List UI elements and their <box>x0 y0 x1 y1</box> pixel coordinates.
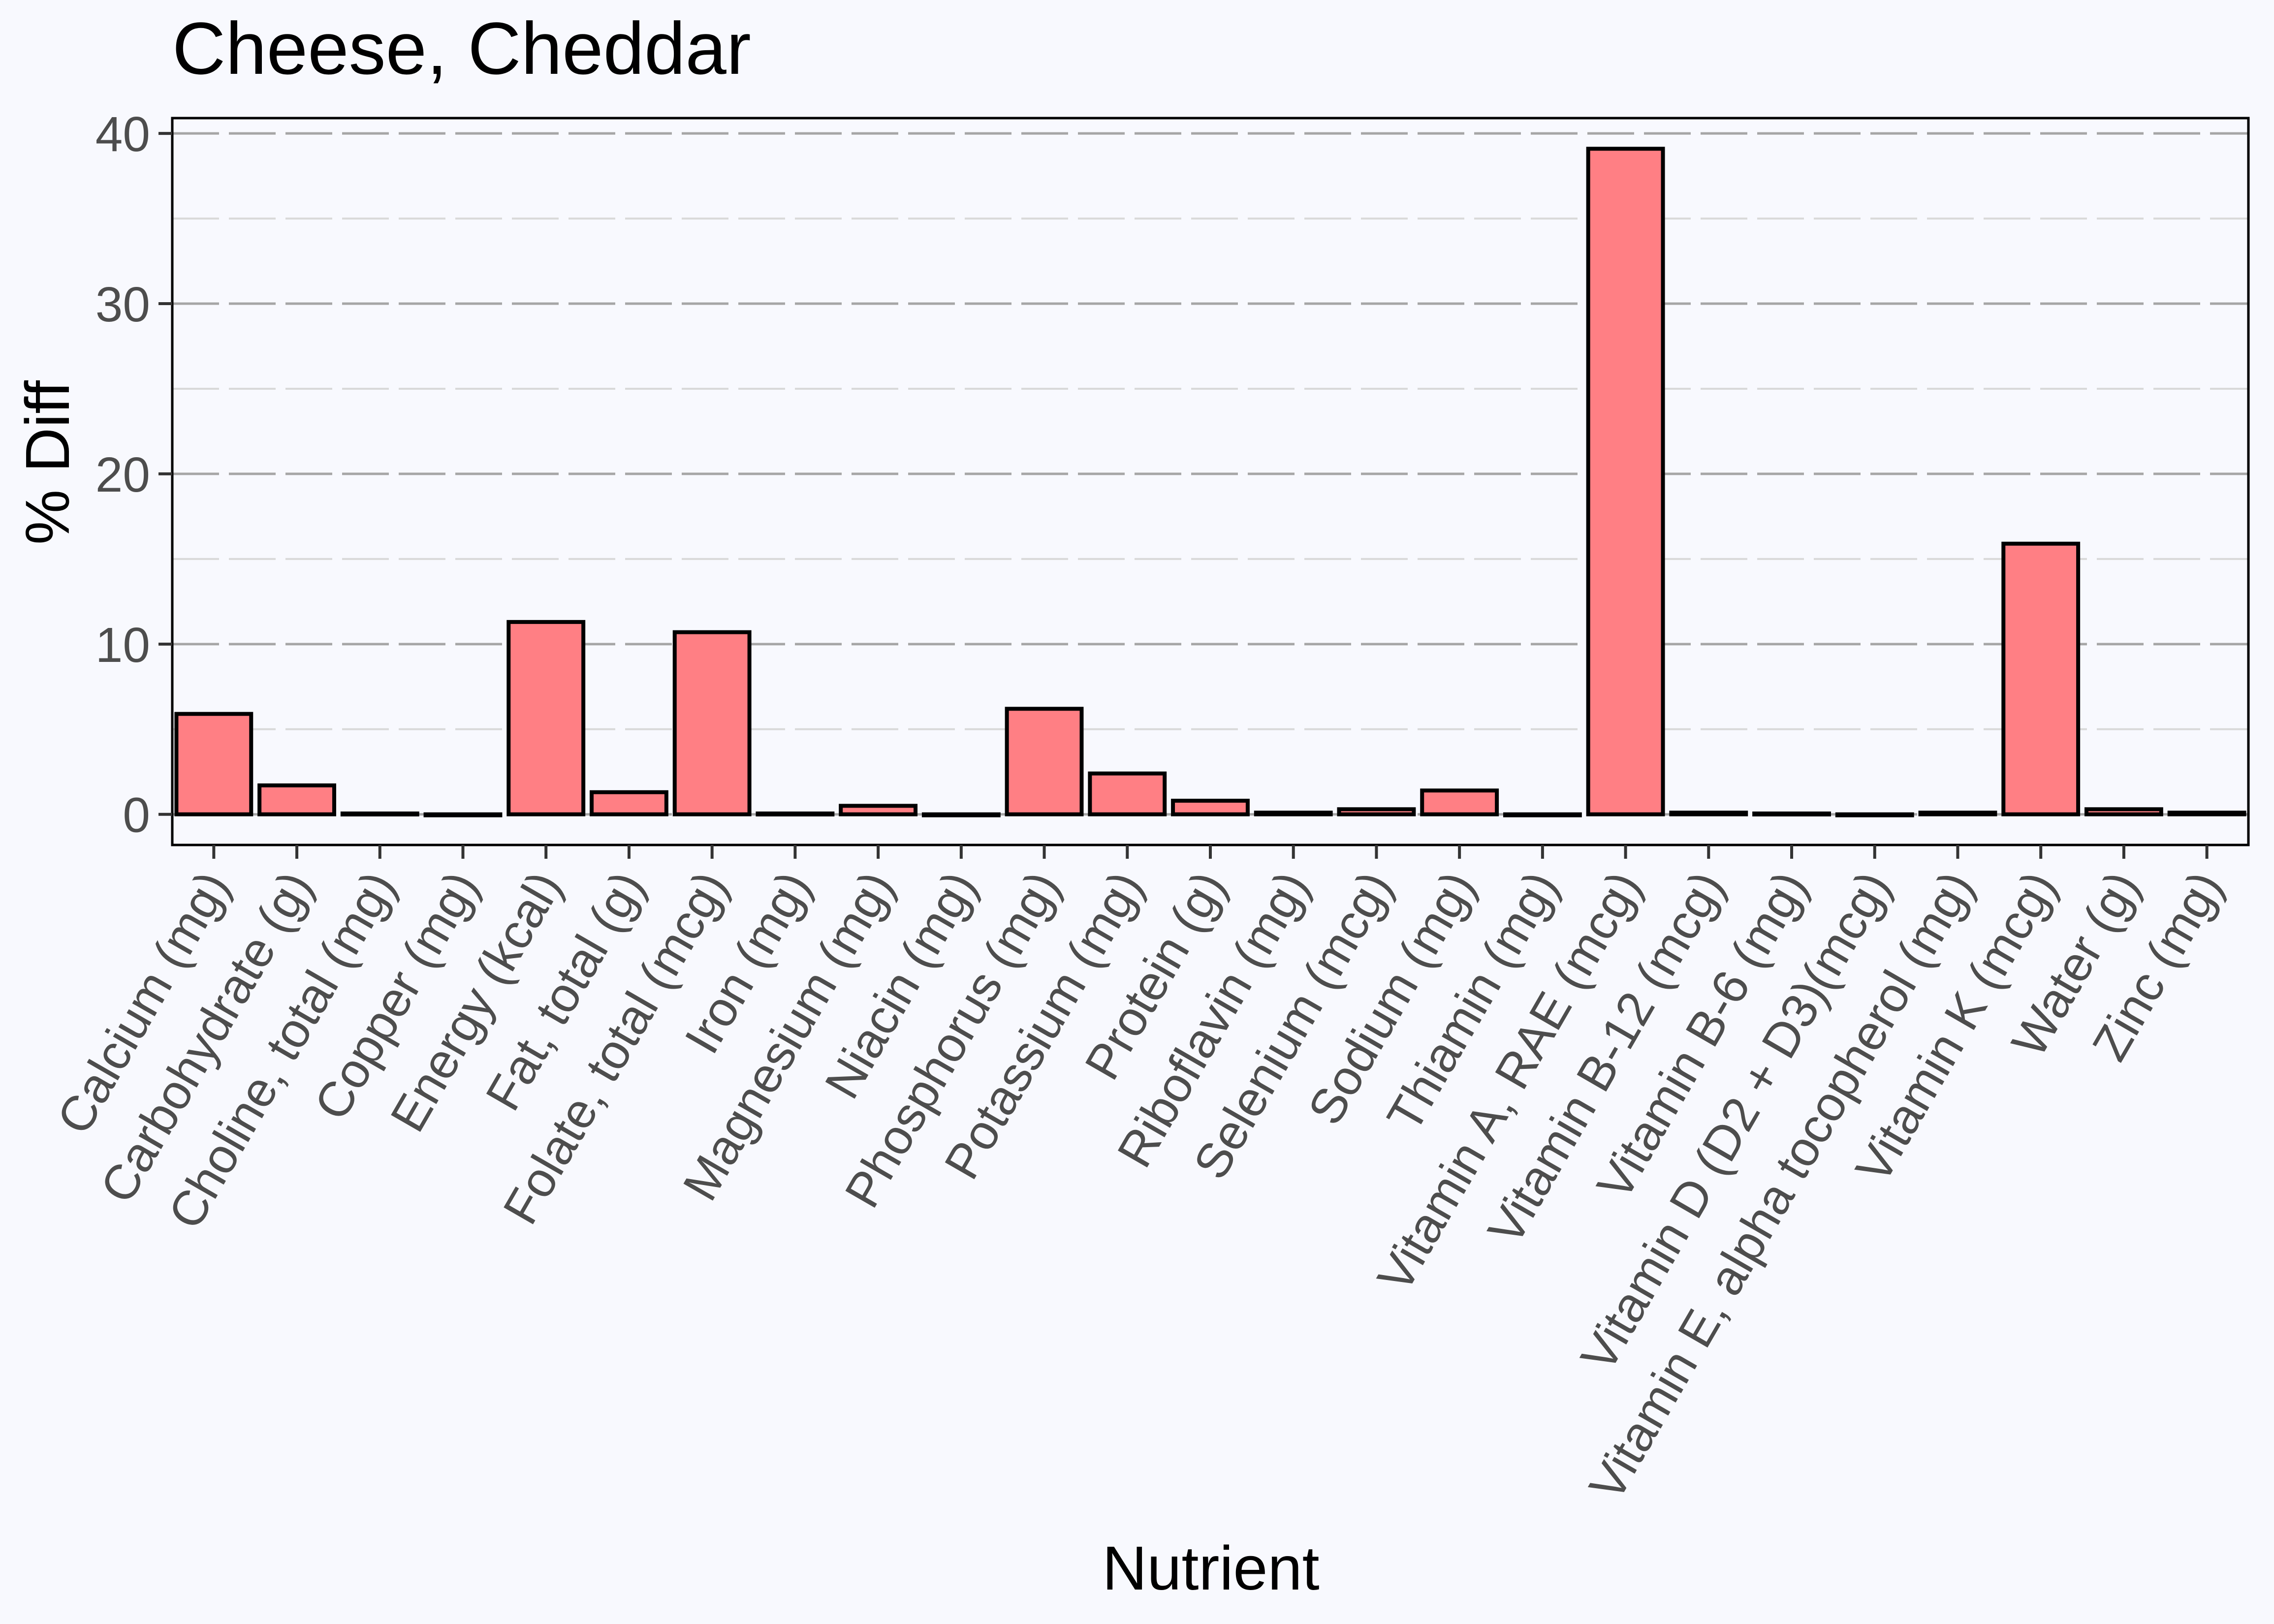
y-tick-label: 20 <box>95 447 150 502</box>
bar <box>2001 541 2081 816</box>
y-tick-label: 0 <box>123 788 150 843</box>
bar <box>1918 811 1997 816</box>
x-axis: Calcium (mg)Carbohydrate (g)Choline, tot… <box>46 845 2234 1510</box>
y-tick-label: 30 <box>95 277 150 332</box>
bar <box>1586 147 1665 816</box>
bar <box>590 790 668 816</box>
bar <box>2084 807 2163 816</box>
bar <box>1088 771 1167 816</box>
y-tick-label: 10 <box>95 618 150 673</box>
bar <box>1503 812 1582 817</box>
bar <box>1669 811 1748 816</box>
bar <box>1752 812 1831 817</box>
bar <box>174 712 253 816</box>
bar <box>1420 788 1499 816</box>
bar <box>340 812 419 817</box>
chart-title: Cheese, Cheddar <box>172 7 751 90</box>
plot-panel-border <box>171 117 2250 846</box>
grid <box>172 132 2248 816</box>
bar <box>1171 799 1250 816</box>
bar <box>921 812 1001 817</box>
y-axis-title: % Diff <box>13 380 82 545</box>
y-axis: 0 10 20 30 40 <box>95 107 172 843</box>
bar <box>756 812 835 817</box>
bars <box>174 147 2246 817</box>
bar <box>1835 812 1914 817</box>
bar <box>839 804 918 816</box>
bar <box>423 812 503 817</box>
bar <box>1254 811 1333 816</box>
bar <box>1005 707 1084 816</box>
x-axis-title: Nutrient <box>1102 1533 1319 1603</box>
y-tick-label: 40 <box>95 107 150 162</box>
bar <box>2167 811 2246 816</box>
bar <box>1337 807 1416 816</box>
bar <box>257 783 337 816</box>
bar <box>506 620 586 816</box>
bar <box>672 630 752 816</box>
